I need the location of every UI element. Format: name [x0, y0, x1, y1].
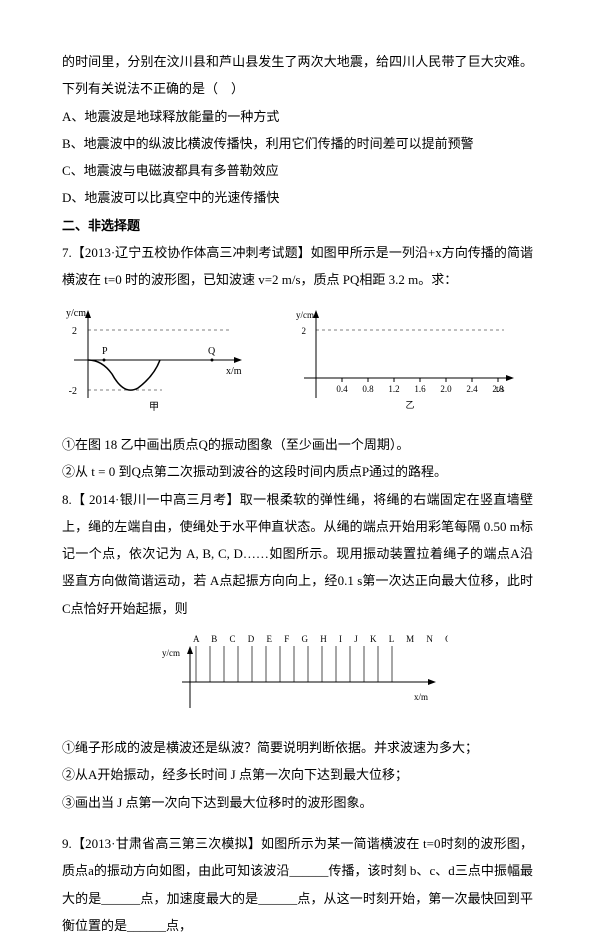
svg-text:0.4: 0.4 [336, 384, 348, 394]
xticks-right: 0.4 0.8 1.2 1.6 2.0 2.4 2.8 [336, 378, 504, 394]
figure-row: 2 -2 y/cm x/m P Q 甲 [62, 304, 533, 423]
spacer [62, 816, 533, 830]
option-b: B、地震波中的纵波比横波传播快，利用它们传播的时间差可以提前预警 [62, 130, 533, 157]
xlabel-left: x/m [226, 366, 242, 377]
option-c: C、地震波与电磁波都具有多普勒效应 [62, 157, 533, 184]
caption-left: 甲 [149, 402, 159, 413]
ytick-top: 2 [72, 326, 77, 337]
ylabel-left: y/cm [66, 308, 86, 319]
q8-sub3: ③画出当 J 点第一次向下达到最大位移时的波形图象。 [62, 789, 533, 816]
stem-continuation: 的时间里，分别在汶川县和芦山县发生了两次大地震，给四川人民带了巨大灾难。下列有关… [62, 48, 533, 103]
q8-sub2: ②从A开始振动，经多长时间 J 点第一次向下达到最大位移； [62, 761, 533, 788]
wave-xlabel: x/m [414, 692, 428, 702]
wave-ylabel: y/cm [162, 648, 180, 658]
figure-wave: A B C D E F G H I J K L M N O y/cm x/m [62, 628, 533, 724]
option-a: A、地震波是地球释放能量的一种方式 [62, 103, 533, 130]
figure-left: 2 -2 y/cm x/m P Q 甲 [62, 304, 252, 423]
q8-intro: 8.【 2014·银川一中高三月考】取一根柔软的弹性绳，将绳的右端固定在竖直墙壁… [62, 486, 533, 622]
q9: 9.【2013·甘肃省高三第三次模拟】如图所示为某一简谐横波在 t=0时刻的波形… [62, 830, 533, 939]
wave-top-labels: A B C D E F G H I J K L M N O [193, 634, 448, 644]
ytick-right: 2 [302, 326, 307, 336]
q7-sub1: ①在图 18 乙中画出质点Q的振动图象（至少画出一个周期）。 [62, 431, 533, 458]
caption-right: 乙 [405, 400, 414, 410]
q7-intro: 7.【2013·辽宁五校协作体高三冲刺考试题】如图甲所示是一列沿+x方向传播的简… [62, 239, 533, 294]
svg-text:0.8: 0.8 [362, 384, 374, 394]
section-heading: 二、非选择题 [62, 212, 533, 239]
svg-text:1.2: 1.2 [388, 384, 399, 394]
p-label: P [102, 346, 108, 357]
svg-text:2.8: 2.8 [492, 384, 504, 394]
ylabel-right: y/cm [296, 310, 314, 320]
svg-text:1.6: 1.6 [414, 384, 426, 394]
document-page: 的时间里，分别在汶川县和芦山县发生了两次大地震，给四川人民带了巨大灾难。下列有关… [0, 0, 595, 842]
svg-text:2.4: 2.4 [466, 384, 478, 394]
option-d: D、地震波可以比真空中的光速传播快 [62, 184, 533, 211]
svg-text:2.0: 2.0 [440, 384, 452, 394]
q-label: Q [208, 346, 216, 357]
figure-right: 2 y/cm t/s 0.4 0.8 1.2 1.6 2.0 [294, 304, 524, 423]
q7-sub2: ②从 t = 0 到Q点第二次振动到波谷的这段时间内质点P通过的路程。 [62, 458, 533, 485]
q8-sub1: ①绳子形成的波是横波还是纵波？简要说明判断依据。并求波速为多大； [62, 734, 533, 761]
ytick-bot: -2 [69, 386, 77, 397]
